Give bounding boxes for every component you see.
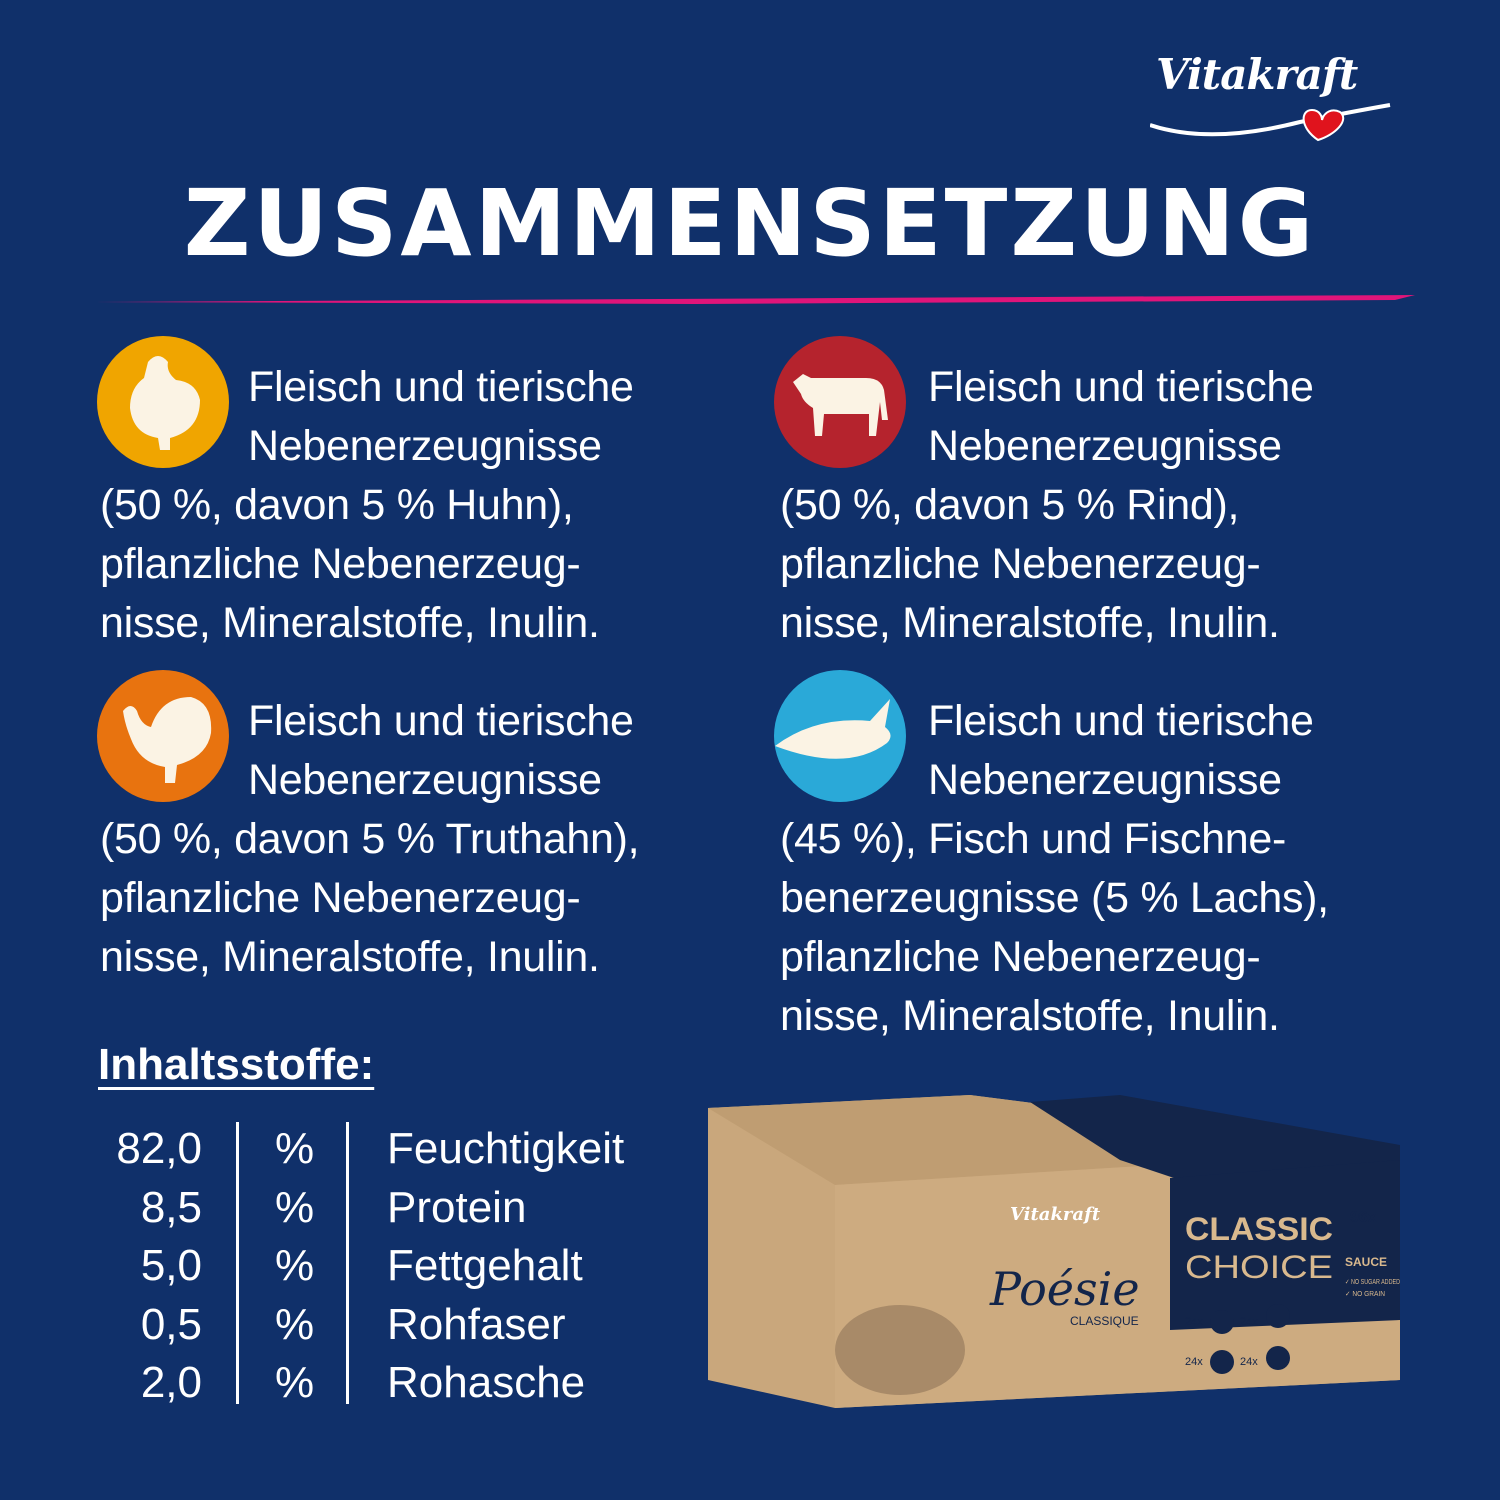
composition-line: Fleisch und tierische [928,697,1314,745]
label: Protein [387,1182,527,1232]
composition-line: pflanzliche Nebenerzeug- [780,540,1261,588]
chicken-icon [97,336,229,468]
ingredients-heading: Inhaltsstoffe: [98,1040,375,1089]
table-row: 5,0% Fettgehalt [90,1237,583,1296]
unit: % [275,1358,315,1408]
composition-line: Nebenerzeugnisse [928,422,1282,470]
label: Feuchtigkeit [387,1124,625,1174]
box-product: Poésie [989,1262,1140,1316]
label: Fettgehalt [387,1241,583,1291]
unit: % [275,1299,315,1349]
composition-line: (50 %, davon 5 % Rind), [780,481,1240,529]
composition-line: Fleisch und tierische [928,363,1314,411]
box-variant: 24x [1185,1356,1203,1368]
composition-line: Nebenerzeugnisse [928,756,1282,804]
turkey-icon [97,670,229,802]
unit: % [275,1124,315,1174]
composition-line: Fleisch und tierische [248,697,634,745]
composition-salmon: Fleisch und tierische Nebenerzeugnisse (… [780,692,1329,1046]
composition-turkey: Fleisch und tierische Nebenerzeugnisse (… [100,692,640,987]
value: 82,0 [116,1124,202,1174]
heart-swoosh-icon [1150,103,1391,142]
unit: % [275,1241,315,1291]
value: 5,0 [140,1241,202,1291]
composition-chicken: Fleisch und tierische Nebenerzeugnisse (… [100,358,634,653]
page-title: ZUSAMMENSETZUNG [183,170,1317,277]
vitakraft-logo: Vitakraft [1150,50,1400,150]
box-claim: ✓ NO GRAIN [1345,1291,1385,1298]
product-box-image: Vitakraft Poésie CLASSIQUE CLASSIC CHOIC… [708,1095,1400,1408]
box-type: SAUCE [1345,1255,1387,1269]
composition-line: nisse, Mineralstoffe, Inulin. [100,599,600,647]
logo-text: Vitakraft [1156,50,1358,99]
box-subline: CLASSIQUE [1070,1314,1139,1328]
composition-line: (45 %), Fisch und Fischne- [780,815,1286,863]
table-row: 82,0% Feuchtigkeit [90,1120,624,1179]
composition-line: (50 %, davon 5 % Truthahn), [100,815,640,863]
label: Rohfaser [387,1299,566,1349]
table-row: 0,5% Rohfaser [90,1296,566,1355]
box-claim: ✓ NO SUGAR ADDED [1345,1279,1400,1286]
composition-beef: Fleisch und tierische Nebenerzeugnisse (… [780,358,1314,653]
box-brand: Vitakraft [1010,1204,1101,1225]
composition-line: nisse, Mineralstoffe, Inulin. [780,992,1280,1040]
table-divider [346,1122,349,1404]
value: 0,5 [140,1299,202,1349]
ingredients-table: 82,0% Feuchtigkeit 8,5% Protein 5,0% Fettge… [90,1120,624,1413]
value: 2,0 [140,1358,202,1408]
composition-line: Fleisch und tierische [248,363,634,411]
composition-line: pflanzliche Nebenerzeug- [780,933,1261,981]
composition-line: Nebenerzeugnisse [248,422,602,470]
box-variant: 24x [1185,1316,1203,1328]
title-underline [95,295,1415,304]
composition-line: nisse, Mineralstoffe, Inulin. [100,933,600,981]
composition-line: (50 %, davon 5 % Huhn), [100,481,574,529]
salmon-icon [774,670,906,802]
box-line2: CHOICE [1185,1249,1333,1285]
composition-line: Nebenerzeugnisse [248,756,602,804]
box-variant: 24x [1240,1316,1258,1328]
composition-line: pflanzliche Nebenerzeug- [100,540,581,588]
box-count: 96x [1350,1209,1377,1226]
table-divider [236,1122,239,1404]
composition-line: pflanzliche Nebenerzeug- [100,874,581,922]
box-line1: CLASSIC [1185,1211,1333,1247]
box-variant: 24x [1240,1356,1258,1368]
cow-icon [774,336,906,468]
table-row: 8,5% Protein [90,1179,527,1238]
unit: % [275,1182,315,1232]
table-row: 2,0% Rohasche [90,1354,585,1413]
value: 8,5 [140,1182,202,1232]
composition-line: benerzeugnisse (5 % Lachs), [780,874,1329,922]
composition-line: nisse, Mineralstoffe, Inulin. [780,599,1280,647]
label: Rohasche [387,1358,586,1408]
